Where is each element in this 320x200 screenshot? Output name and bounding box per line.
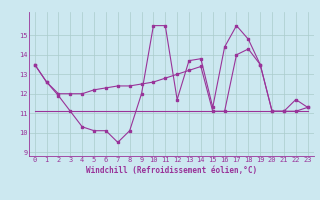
X-axis label: Windchill (Refroidissement éolien,°C): Windchill (Refroidissement éolien,°C) [86,166,257,175]
